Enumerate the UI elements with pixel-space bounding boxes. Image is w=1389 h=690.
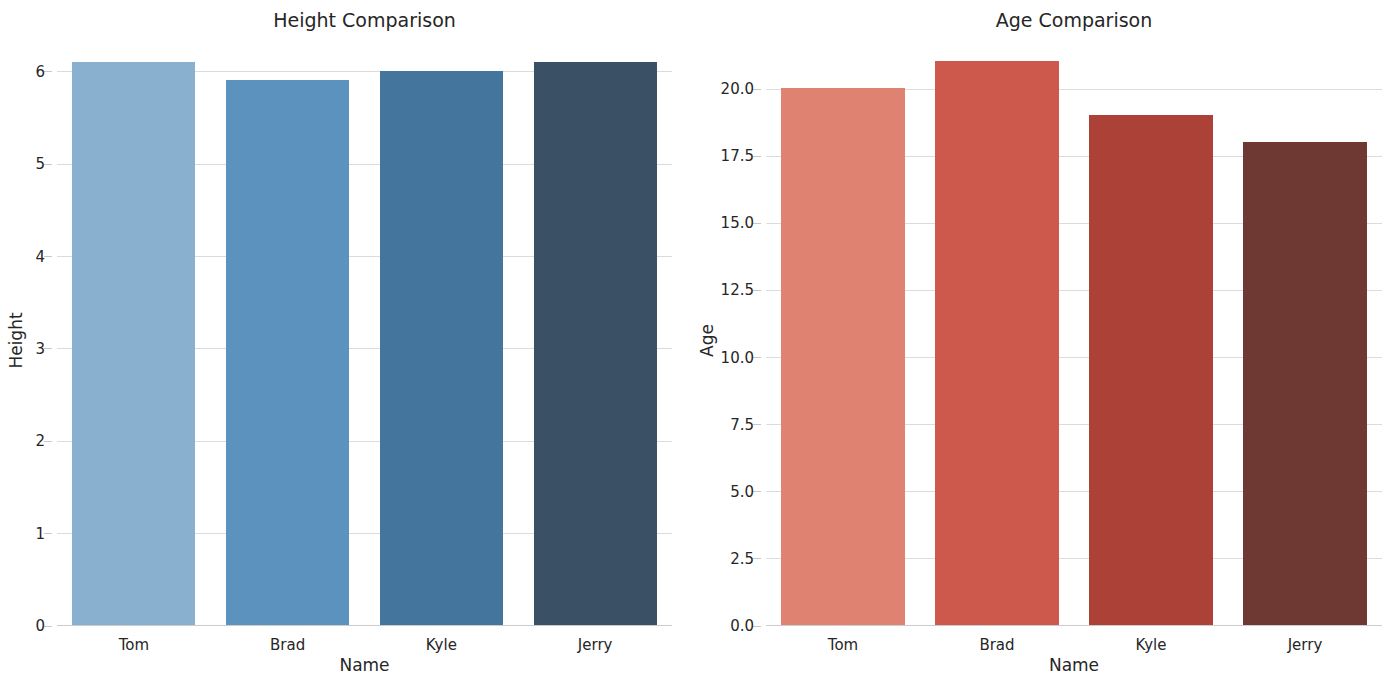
y-tick-label: 4 [0,248,45,266]
y-tick-label: 0 [0,617,45,635]
x-tick-label: Jerry [578,636,613,654]
y-tick-label: 3 [0,340,45,358]
bar-brad [935,61,1058,625]
y-tick-label: 7.5 [684,416,754,434]
age-chart-panel: Age Comparison Age 0.02.55.07.510.012.51… [695,0,1389,690]
y-tick-mark [44,71,52,72]
y-tick-mark [753,223,761,224]
y-tick-mark [44,626,52,627]
x-tick-label: Kyle [1135,636,1166,654]
y-tick-label: 1 [0,525,45,543]
y-tick-mark [44,441,52,442]
x-tick-label: Brad [979,636,1014,654]
x-tick-label: Tom [119,636,149,654]
y-tick-label: 5 [0,155,45,173]
y-tick-mark [44,256,52,257]
bar-tom [781,88,904,625]
x-tick-label: Kyle [426,636,457,654]
y-tick-mark [753,89,761,90]
x-tick-label: Brad [270,636,305,654]
plot-area: 0.02.55.07.510.012.515.017.520.0 TomBrad… [766,47,1382,626]
bar-jerry [1243,142,1366,625]
bar-brad [226,80,349,625]
y-tick-label: 17.5 [684,147,754,165]
bar-jerry [534,62,657,625]
y-tick-label: 20.0 [684,80,754,98]
y-tick-label: 0.0 [684,617,754,635]
x-tick-label: Tom [828,636,858,654]
y-tick-mark [753,491,761,492]
y-tick-mark [753,290,761,291]
y-tick-label: 2 [0,432,45,450]
y-tick-label: 12.5 [684,281,754,299]
plot-area: 0123456 TomBradKyleJerry [57,47,672,626]
y-tick-label: 6 [0,63,45,81]
y-tick-label: 10.0 [684,349,754,367]
bar-kyle [1089,115,1212,625]
x-axis-line [766,625,1382,626]
bar-tom [72,62,195,625]
x-tick-label: Jerry [1288,636,1323,654]
y-tick-label: 5.0 [684,483,754,501]
y-tick-label: 15.0 [684,214,754,232]
height-chart-panel: Height Comparison Height 0123456 TomBrad… [0,0,694,690]
x-axis-label: Name [766,655,1382,676]
x-axis-label: Name [57,655,672,676]
y-tick-mark [44,348,52,349]
y-tick-label: 2.5 [684,550,754,568]
y-tick-mark [753,357,761,358]
y-tick-mark [44,533,52,534]
y-tick-mark [753,156,761,157]
y-tick-mark [44,164,52,165]
chart-title: Height Comparison [57,8,672,32]
bar-kyle [380,71,503,625]
y-tick-mark [753,424,761,425]
y-tick-mark [753,558,761,559]
figure: Height Comparison Height 0123456 TomBrad… [0,0,1389,690]
y-tick-mark [753,626,761,627]
chart-title: Age Comparison [766,8,1382,32]
x-axis-line [57,625,672,626]
